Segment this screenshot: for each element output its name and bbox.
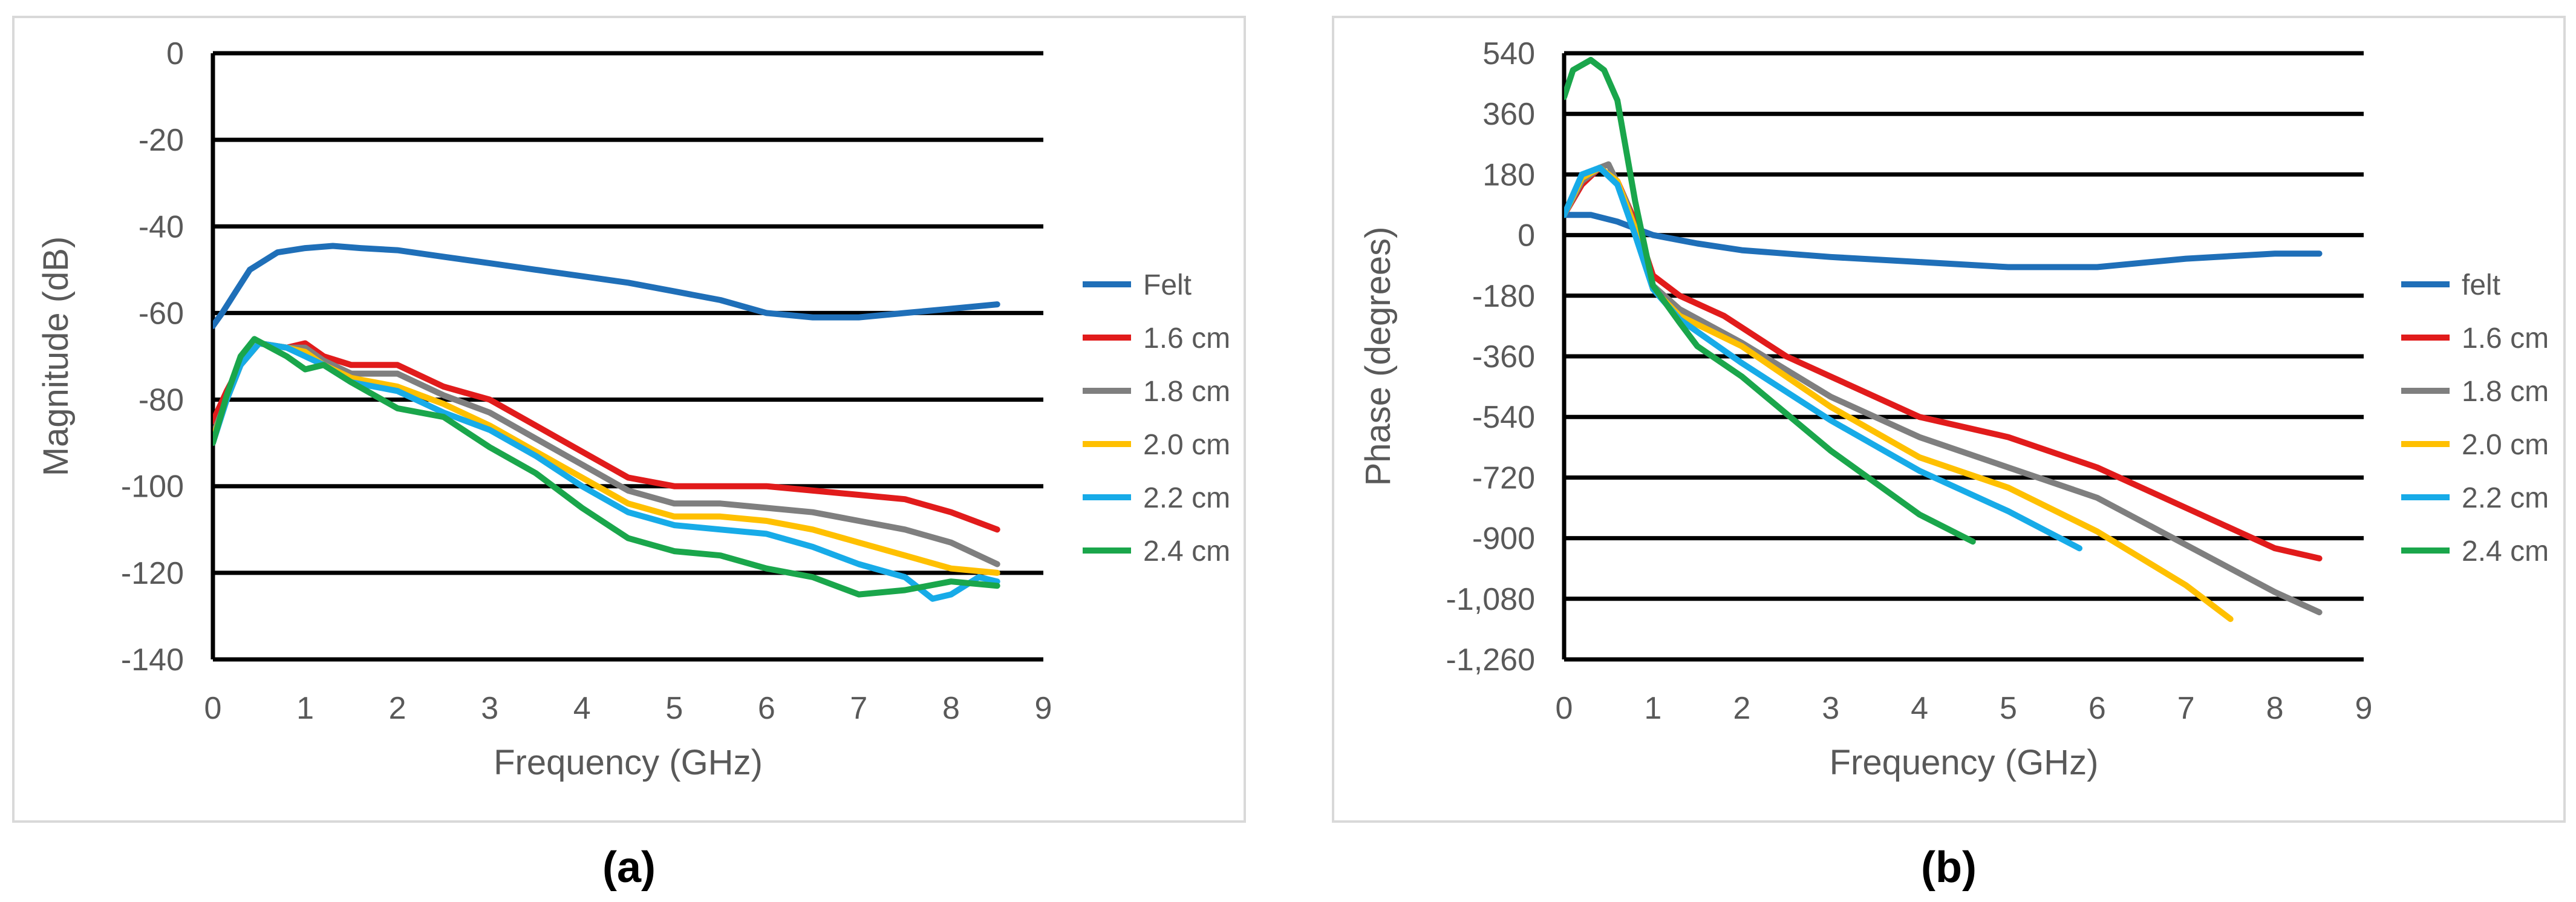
legend-label-a-0: Felt	[1143, 269, 1192, 301]
legend-label-a-5: 2.4 cm	[1143, 535, 1230, 567]
y-tick-label-a: -100	[121, 469, 184, 505]
legend-label-b-5: 2.4 cm	[2462, 535, 2549, 567]
panel-label-b: (b)	[1921, 843, 1977, 892]
y-tick-label-b: -720	[1472, 460, 1535, 495]
y-tick-label-b: -360	[1472, 339, 1535, 374]
x-tick-label-a: 1	[296, 691, 314, 726]
x-tick-label-a: 9	[1035, 691, 1052, 726]
legend-label-b-0: felt	[2462, 269, 2500, 301]
chart-b: 5403601800-180-360-540-720-900-1,080-1,2…	[1358, 36, 2549, 782]
y-tick-label-a: -140	[121, 642, 184, 678]
x-tick-label-a: 8	[942, 691, 960, 726]
y-tick-label-a: 0	[166, 36, 184, 71]
x-tick-label-a: 0	[204, 691, 222, 726]
y-axis-title-a: Magnitude (dB)	[36, 237, 76, 477]
x-axis-title-a: Frequency (GHz)	[494, 743, 763, 782]
legend-label-b-1: 1.6 cm	[2462, 322, 2549, 355]
x-tick-label-a: 6	[758, 691, 775, 726]
series-line-a-5	[213, 336, 1000, 598]
legend-label-b-2: 1.8 cm	[2462, 376, 2549, 408]
y-tick-label-a: -60	[139, 296, 184, 331]
legend-label-b-3: 2.0 cm	[2462, 429, 2549, 461]
y-tick-label-b: 360	[1482, 97, 1535, 132]
series-line-a-0	[213, 243, 1000, 329]
y-tick-label-b: -900	[1472, 521, 1535, 557]
x-axis-title-b: Frequency (GHz)	[1830, 743, 2099, 782]
x-tick-label-b: 8	[2266, 691, 2284, 726]
y-axis-title-b: Phase (degrees)	[1358, 227, 1398, 486]
x-tick-label-a: 2	[389, 691, 406, 726]
chart-a-frame	[12, 16, 1246, 823]
x-tick-label-b: 5	[2000, 691, 2017, 726]
legend-label-b-4: 2.2 cm	[2462, 482, 2549, 514]
x-tick-label-b: 3	[1822, 691, 1839, 726]
series-line-b-0	[1564, 212, 2323, 270]
panel-label-a: (a)	[602, 843, 656, 892]
y-tick-label-a: -120	[121, 556, 184, 591]
x-tick-label-b: 2	[1733, 691, 1750, 726]
legend-label-a-1: 1.6 cm	[1143, 322, 1230, 355]
legend-label-a-2: 1.8 cm	[1143, 376, 1230, 408]
y-tick-label-b: -180	[1472, 279, 1535, 314]
y-tick-label-a: -20	[139, 123, 184, 158]
chart-a: 0 -20 -40 -60 -80 -100 -120 -140 0 1 2 3 4 5 6 7 8 9 Frequ…	[36, 36, 1230, 782]
x-tick-label-a: 7	[850, 691, 867, 726]
y-tick-label-b: -540	[1472, 400, 1535, 435]
y-tick-label-b: 540	[1482, 36, 1535, 71]
x-tick-label-b: 9	[2355, 691, 2373, 726]
y-tick-label-b: 180	[1482, 157, 1535, 192]
y-tick-label-a: -80	[139, 383, 184, 418]
chart-b-frame	[1332, 16, 2566, 823]
x-tick-label-b: 4	[1911, 691, 1928, 726]
y-tick-label-b: 0	[1518, 218, 1535, 253]
series-line-b-5	[1564, 57, 1976, 545]
series-line-a-4	[213, 340, 1000, 602]
x-tick-label-a: 3	[481, 691, 498, 726]
x-tick-label-b: 6	[2089, 691, 2106, 726]
legend-label-a-3: 2.0 cm	[1143, 429, 1230, 461]
y-tick-label-a: -40	[139, 209, 184, 244]
y-tick-label-b: -1,260	[1446, 642, 1535, 678]
y-tick-label-b: -1,080	[1446, 582, 1535, 617]
x-tick-label-b: 0	[1556, 691, 1573, 726]
x-tick-label-b: 1	[1644, 691, 1661, 726]
x-tick-label-b: 7	[2177, 691, 2195, 726]
x-tick-label-a: 5	[665, 691, 683, 726]
legend-label-a-4: 2.2 cm	[1143, 482, 1230, 514]
x-tick-label-a: 4	[573, 691, 591, 726]
